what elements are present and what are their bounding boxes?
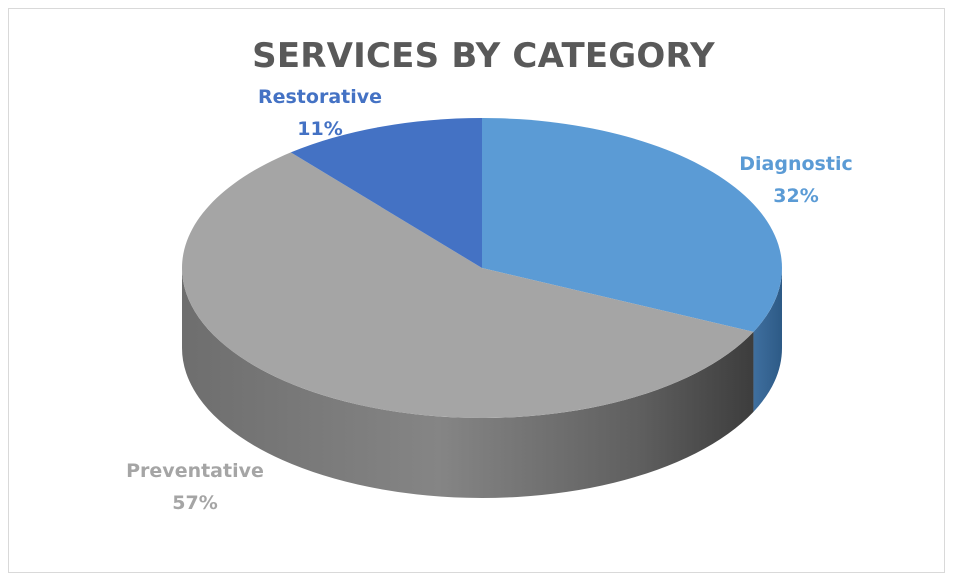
pie-slice-preventative xyxy=(181,152,754,419)
pie-slice-restorative xyxy=(290,118,482,268)
pie-slice-diagnostic xyxy=(482,118,782,332)
data-label-category: Restorative xyxy=(258,86,382,108)
chart-title: SERVICES BY CATEGORY xyxy=(252,36,715,76)
data-label-category: Diagnostic xyxy=(739,153,852,175)
data-label-preventative: Preventative 57% xyxy=(126,460,264,514)
pie-side-diagnostic xyxy=(753,268,783,412)
data-label-percent: 11% xyxy=(297,118,342,140)
data-label-percent: 57% xyxy=(172,492,217,514)
data-label-diagnostic: Diagnostic 32% xyxy=(739,153,852,207)
data-label-category: Preventative xyxy=(126,460,264,482)
data-label-restorative: Restorative 11% xyxy=(258,86,382,140)
data-label-percent: 32% xyxy=(773,185,818,207)
pie-side-preventative xyxy=(181,268,754,498)
